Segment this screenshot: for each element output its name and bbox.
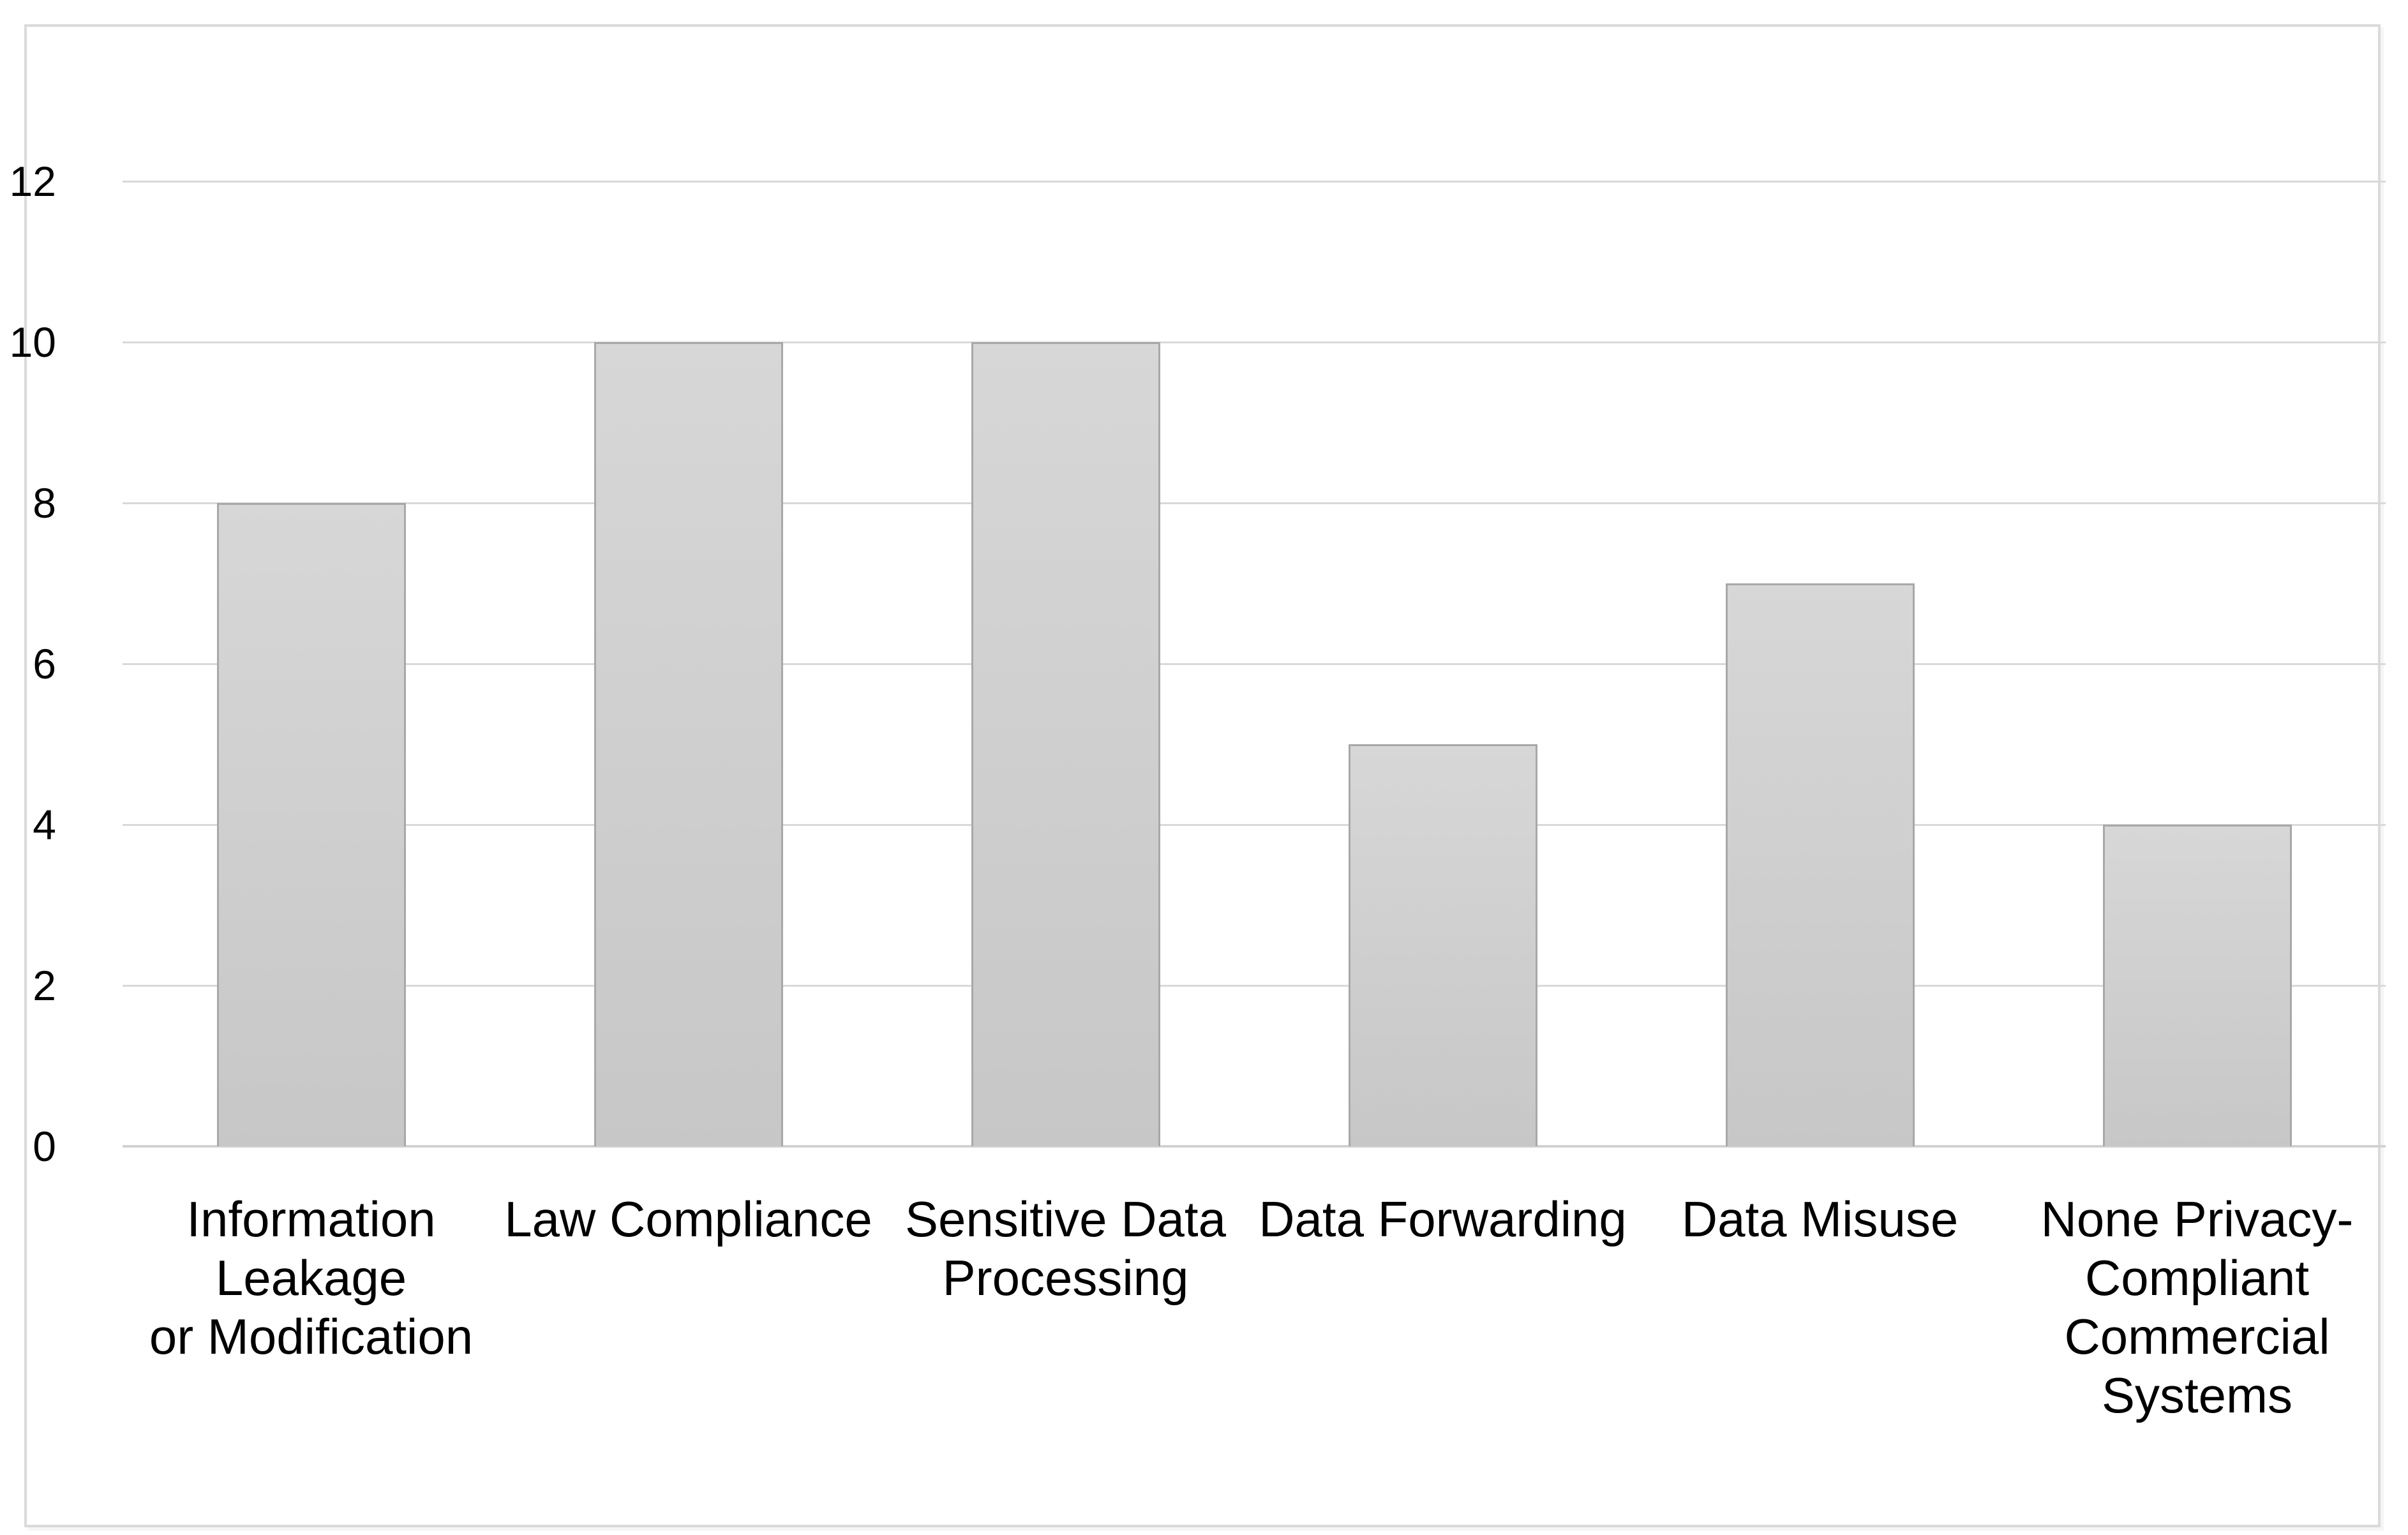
gridline-y12 — [123, 181, 2386, 183]
gridline-y10 — [123, 341, 2386, 343]
x-axis-label-3: Sensitive Data Processing — [905, 1191, 1226, 1306]
bar-1 — [216, 503, 406, 1146]
x-axis-label-1: Information Leakage or Modification — [149, 1191, 474, 1365]
x-axis-label-2: Law Compliance — [504, 1191, 872, 1247]
gridline-y4 — [123, 824, 2386, 826]
y-tick-label-8: 8 — [33, 479, 56, 527]
bar-3 — [971, 342, 1160, 1146]
y-tick-label-4: 4 — [33, 801, 56, 848]
gridline-y6 — [123, 663, 2386, 665]
bar-6 — [2102, 825, 2292, 1146]
x-axis-label-4: Data Forwarding — [1259, 1191, 1627, 1247]
plot-area: 0 2 4 6 8 10 12 Information Leakage or Modifica… — [10, 27, 2386, 1525]
gridline-y8 — [123, 502, 2386, 504]
bar-4 — [1348, 744, 1537, 1146]
y-tick-label-2: 2 — [33, 962, 56, 1009]
bar-5 — [1725, 583, 1915, 1146]
y-tick-label-0: 0 — [33, 1123, 56, 1170]
x-axis-label-6: None Privacy- Compliant Commercial Syste… — [2040, 1191, 2354, 1423]
chart-frame: 0 2 4 6 8 10 12 Information Leakage or Modifica… — [10, 24, 2386, 1527]
x-axis-label-5: Data Misuse — [1681, 1191, 1959, 1247]
gridline-y2 — [123, 985, 2386, 987]
bar-2 — [594, 342, 783, 1146]
y-tick-label-10: 10 — [9, 318, 56, 366]
x-axis-line — [123, 1145, 2386, 1148]
y-tick-label-12: 12 — [9, 158, 56, 205]
y-tick-label-6: 6 — [33, 640, 56, 687]
